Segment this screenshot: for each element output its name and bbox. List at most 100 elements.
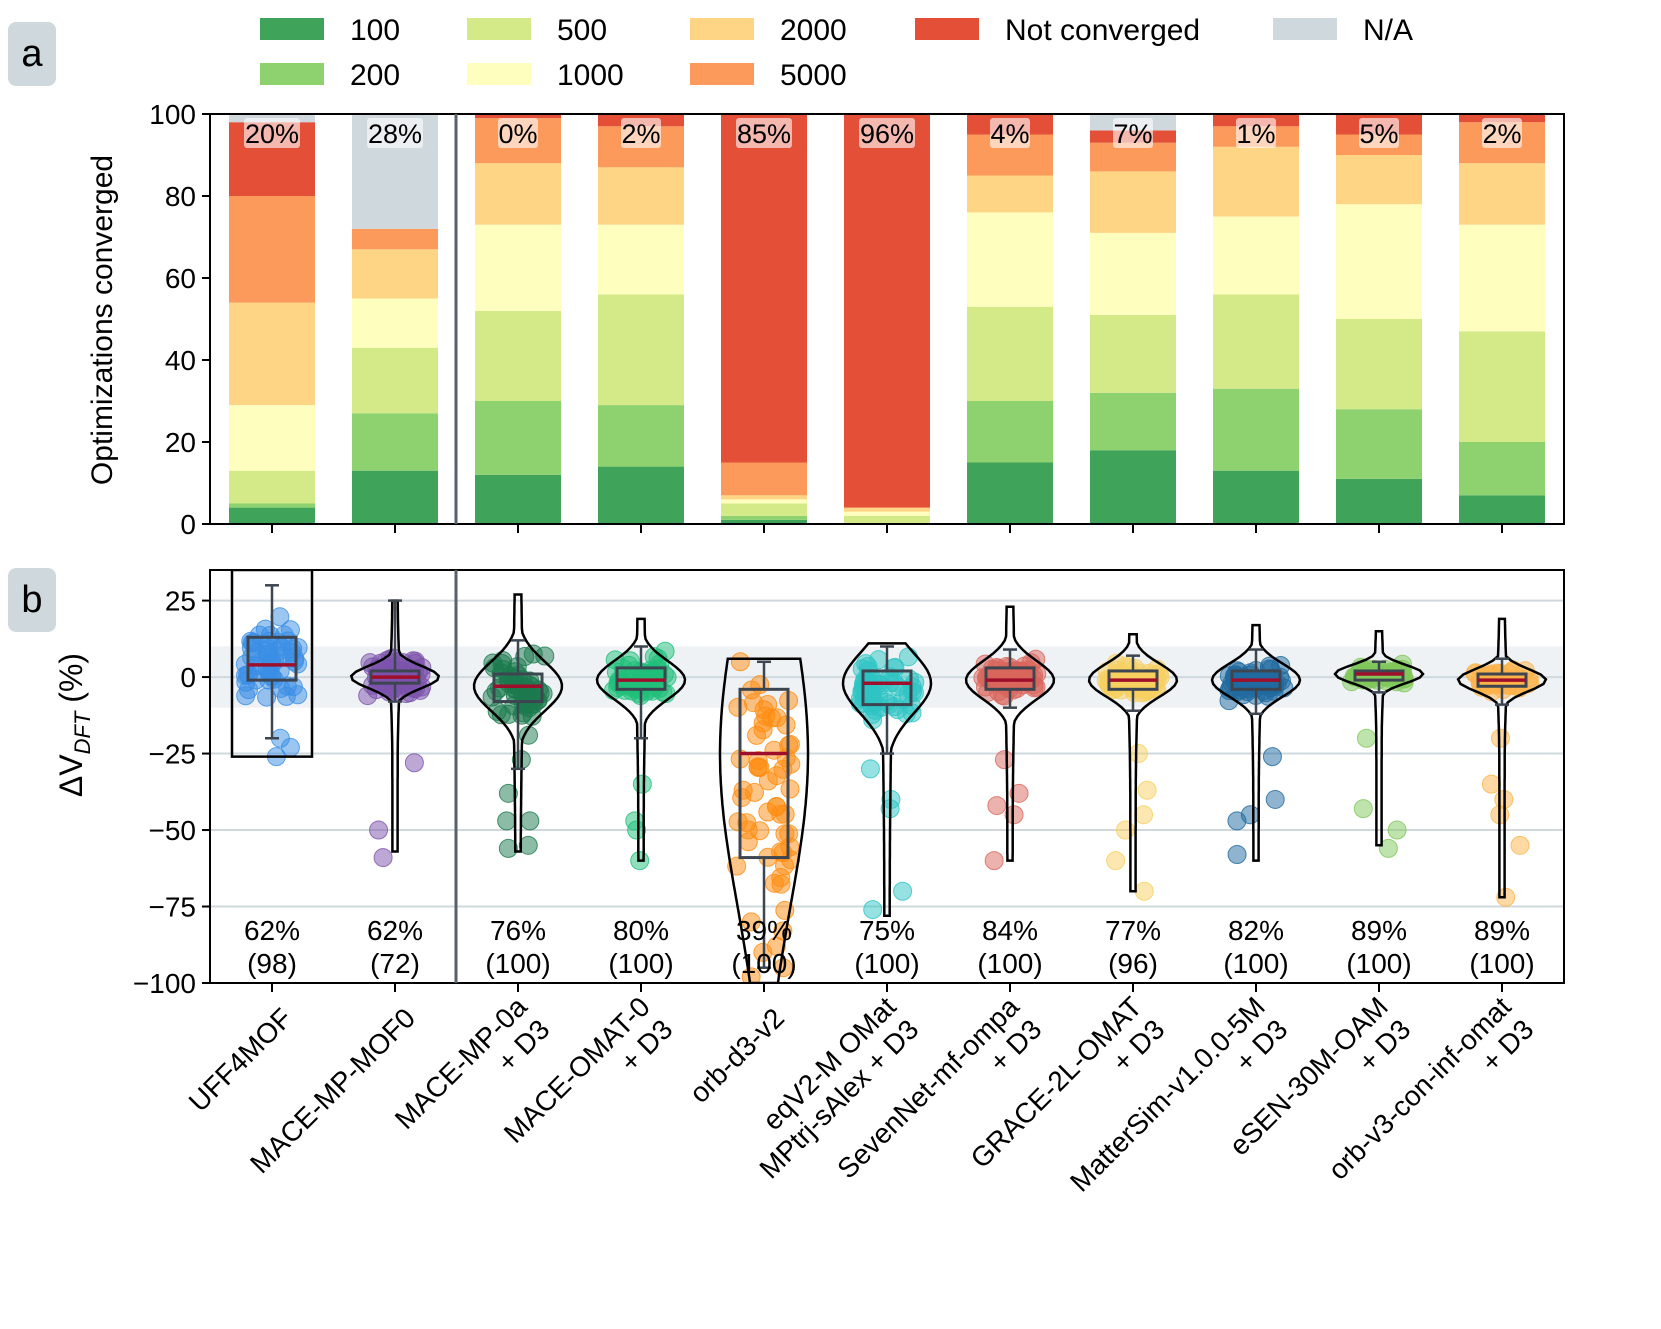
converged-percent: 39% <box>736 915 792 946</box>
legend-swatch <box>260 18 324 40</box>
bar-segment-200 <box>229 503 315 508</box>
legend-entry-200: 200 <box>260 59 400 92</box>
panel-b-label: b <box>21 579 42 621</box>
panel-a-tag: a <box>8 22 56 86</box>
bar-segment-100 <box>229 507 315 524</box>
y-tick-label: 60 <box>165 263 196 294</box>
bar-label-bg <box>1482 118 1522 148</box>
violins-layer <box>230 570 1548 983</box>
data-point <box>269 641 289 661</box>
bar-segment-200 <box>1090 392 1176 451</box>
bar-label-bg <box>1113 118 1153 148</box>
data-point <box>1265 789 1285 809</box>
violin-outline <box>841 642 933 917</box>
bottom-label-6: 84%(100) <box>977 915 1042 979</box>
bar-segment-5000 <box>229 196 315 303</box>
bar-segment-100 <box>352 470 438 524</box>
bar-segment-2000 <box>1459 163 1545 225</box>
bottom-label-0: 62%(98) <box>244 915 300 979</box>
converged-percent: 89% <box>1474 915 1530 946</box>
violin-outline <box>1456 617 1548 899</box>
bar-segment-1000 <box>229 405 315 471</box>
bottom-label-7: 77%(96) <box>1105 915 1161 979</box>
bar-segment-1000 <box>1459 224 1545 332</box>
bar-label-0: 20% <box>244 118 300 149</box>
data-point <box>750 757 770 777</box>
bar-segment-5000 <box>721 462 807 496</box>
bar-label-9: 5% <box>1359 118 1399 149</box>
bar-segment-100 <box>475 474 561 524</box>
bottom-label-10: 89%(100) <box>1469 915 1534 979</box>
data-point <box>780 779 800 799</box>
bar-label-bg <box>498 118 538 148</box>
bar-label-bg <box>1359 118 1399 148</box>
data-point <box>1262 747 1282 767</box>
data-point <box>984 851 1004 871</box>
legend-swatch <box>690 63 754 85</box>
bar-segment-100 <box>1090 450 1176 524</box>
bar-stack-8 <box>1213 114 1299 524</box>
bottom-label-5: 75%(100) <box>854 915 919 979</box>
converged-percent: 75% <box>859 915 915 946</box>
bar-segment-2000 <box>1090 171 1176 233</box>
legend-label: 2000 <box>780 14 847 47</box>
bar-stack-3 <box>598 114 684 524</box>
bar-label-bg <box>990 118 1030 148</box>
y-tick-label: 0 <box>180 509 196 540</box>
bar-segment-1000 <box>352 298 438 348</box>
data-point <box>863 900 883 920</box>
legend-entry-5000: 5000 <box>690 59 847 92</box>
bar-segment-500 <box>475 310 561 401</box>
legend-swatch <box>467 63 531 85</box>
bar-stack-6 <box>967 114 1053 524</box>
bottom-label-4: 39%(100) <box>731 915 796 979</box>
bar-segment-not-converged <box>844 114 930 508</box>
bar-segment-1000 <box>1336 204 1422 319</box>
sample-count: (100) <box>1223 948 1288 979</box>
y-tick-label: 100 <box>149 99 196 130</box>
y-tick-label: 20 <box>165 427 196 458</box>
bar-stack-4 <box>721 114 807 524</box>
legend-label: 500 <box>557 14 607 47</box>
sample-count: (100) <box>1346 948 1411 979</box>
converged-percent: 62% <box>244 915 300 946</box>
legend-swatch <box>467 18 531 40</box>
data-point <box>747 725 767 745</box>
data-point <box>1387 820 1407 840</box>
data-point <box>1115 820 1135 840</box>
legend-swatch <box>1273 18 1337 40</box>
bar-segment-2000 <box>1336 155 1422 205</box>
bar-segment-2000 <box>721 495 807 500</box>
legend-entry-n-a: N/A <box>1273 14 1413 47</box>
bar-segment-2000 <box>598 167 684 225</box>
data-point <box>284 651 304 671</box>
legend-label: 5000 <box>780 59 847 92</box>
panel-a-label: a <box>21 33 43 75</box>
violin-group-7 <box>1087 632 1179 901</box>
legend-label: 100 <box>350 14 400 47</box>
data-point <box>860 759 880 779</box>
sample-count: (100) <box>731 948 796 979</box>
converged-percent: 84% <box>982 915 1038 946</box>
bar-label-6: 4% <box>990 118 1030 149</box>
bar-label-7: 7% <box>1113 118 1153 149</box>
y-tick-label: −25 <box>149 739 197 770</box>
y-tick-label: 0 <box>180 662 196 693</box>
violin-outline <box>1333 629 1425 847</box>
bottom-label-3: 80%(100) <box>608 915 673 979</box>
bars-layer <box>229 114 1545 524</box>
data-point <box>730 652 750 672</box>
violin-outline <box>472 593 564 853</box>
data-point <box>1017 672 1037 692</box>
bar-segment-500 <box>1090 314 1176 393</box>
data-point <box>1106 851 1126 871</box>
bar-label-bg <box>367 118 423 148</box>
panel-a-y-axis-label: Optimizations converged <box>86 155 119 485</box>
bar-label-text: 2% <box>621 119 660 149</box>
bar-segment-1000 <box>598 224 684 295</box>
bar-stack-9 <box>1336 114 1422 524</box>
data-point <box>1134 805 1154 825</box>
legend-swatch <box>260 63 324 85</box>
bar-stack-0 <box>229 114 315 524</box>
data-point <box>629 683 649 703</box>
